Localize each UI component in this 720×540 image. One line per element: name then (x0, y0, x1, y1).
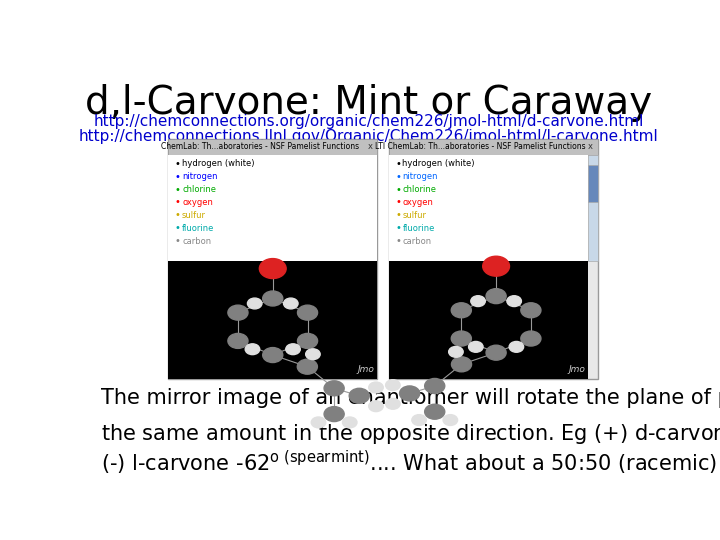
Text: oxygen: oxygen (402, 198, 433, 207)
Text: d,l-Carvone: Mint or Caraway: d,l-Carvone: Mint or Caraway (86, 84, 652, 122)
Circle shape (369, 401, 383, 411)
Circle shape (469, 341, 483, 352)
Text: chlorine: chlorine (402, 185, 436, 194)
Bar (588, 154, 598, 261)
Text: •: • (175, 172, 181, 181)
Circle shape (471, 296, 485, 307)
Text: the same amount in the opposite direction. Eg (+) d-carvone +62$^{\mathregular{o: the same amount in the opposite directio… (101, 418, 720, 448)
Circle shape (263, 291, 283, 306)
Text: fluorine: fluorine (182, 224, 215, 233)
Text: sulfur: sulfur (182, 211, 206, 220)
Text: The mirror image of an enantiomer will rotate the plane of polarized light by: The mirror image of an enantiomer will r… (101, 388, 720, 408)
Circle shape (369, 382, 383, 393)
Circle shape (451, 331, 472, 346)
Text: chlorine: chlorine (182, 185, 216, 194)
Circle shape (507, 296, 521, 307)
Circle shape (263, 348, 283, 362)
Circle shape (343, 417, 357, 428)
Circle shape (297, 359, 318, 374)
Text: sulfur: sulfur (402, 211, 426, 220)
Text: carbon: carbon (402, 237, 431, 246)
Text: x: x (368, 142, 373, 151)
Circle shape (521, 303, 541, 318)
Text: http://chemconnections.org/organic/chem226/jmol-html/d-carvone.html: http://chemconnections.org/organic/chem2… (94, 114, 644, 129)
Text: Jmo: Jmo (568, 364, 585, 374)
Circle shape (228, 333, 248, 348)
Text: •: • (395, 159, 401, 169)
Text: •: • (175, 236, 181, 246)
Text: ChemLab: Th...aboratories - NSF Pamelist Functions: ChemLab: Th...aboratories - NSF Pamelist… (161, 142, 359, 151)
Text: hydrogen (white): hydrogen (white) (182, 159, 255, 168)
Text: nitrogen: nitrogen (402, 172, 438, 181)
Circle shape (482, 256, 510, 276)
Circle shape (425, 379, 445, 394)
Bar (389, 139, 598, 379)
Circle shape (425, 404, 445, 419)
Circle shape (386, 380, 400, 390)
Bar (389, 139, 598, 154)
Circle shape (324, 407, 344, 422)
Text: (-) l-carvone -62$^{\mathregular{o\ (spearmint)}}$.... What about a 50:50 (racem: (-) l-carvone -62$^{\mathregular{o\ (spe… (101, 449, 720, 477)
Text: oxygen: oxygen (182, 198, 213, 207)
Text: http://chemconnections.llnl.gov/Organic/Chem226/jmol-html/l-carvone.html: http://chemconnections.llnl.gov/Organic/… (79, 129, 659, 144)
Bar (389, 154, 588, 261)
Bar (168, 261, 377, 379)
Text: x: x (588, 142, 593, 151)
Circle shape (486, 289, 506, 303)
Text: •: • (395, 223, 401, 233)
Circle shape (386, 399, 400, 409)
Circle shape (324, 381, 344, 396)
Text: Jmo: Jmo (358, 364, 374, 374)
Text: carbon: carbon (182, 237, 211, 246)
Circle shape (297, 305, 318, 320)
Circle shape (349, 388, 369, 403)
Circle shape (451, 357, 472, 372)
Text: hydrogen (white): hydrogen (white) (402, 159, 475, 168)
Circle shape (412, 415, 426, 426)
Circle shape (259, 259, 286, 279)
Circle shape (451, 303, 472, 318)
Circle shape (246, 344, 260, 355)
Bar (168, 139, 377, 154)
Circle shape (443, 415, 458, 426)
Bar (588, 165, 598, 202)
Circle shape (248, 298, 262, 309)
Text: LTI ChemLab: Th...aboratories - NSF Pamelist Functions: LTI ChemLab: Th...aboratories - NSF Pame… (375, 142, 586, 151)
Bar (168, 139, 377, 379)
Text: •: • (175, 210, 181, 220)
Text: •: • (395, 210, 401, 220)
Text: •: • (175, 223, 181, 233)
Text: •: • (175, 159, 181, 169)
Text: •: • (395, 172, 401, 181)
Circle shape (521, 331, 541, 346)
Circle shape (449, 347, 463, 357)
Text: •: • (175, 198, 181, 207)
Circle shape (228, 305, 248, 320)
Text: •: • (175, 185, 181, 194)
Circle shape (306, 349, 320, 360)
Circle shape (400, 386, 420, 401)
Text: •: • (395, 198, 401, 207)
Bar (168, 154, 377, 261)
Circle shape (284, 298, 298, 309)
Circle shape (311, 417, 325, 428)
Bar (389, 261, 588, 379)
Circle shape (509, 341, 523, 352)
Text: •: • (395, 236, 401, 246)
Circle shape (286, 344, 300, 355)
Text: fluorine: fluorine (402, 224, 435, 233)
Text: •: • (395, 185, 401, 194)
Text: nitrogen: nitrogen (182, 172, 217, 181)
Circle shape (297, 333, 318, 348)
Circle shape (486, 345, 506, 360)
